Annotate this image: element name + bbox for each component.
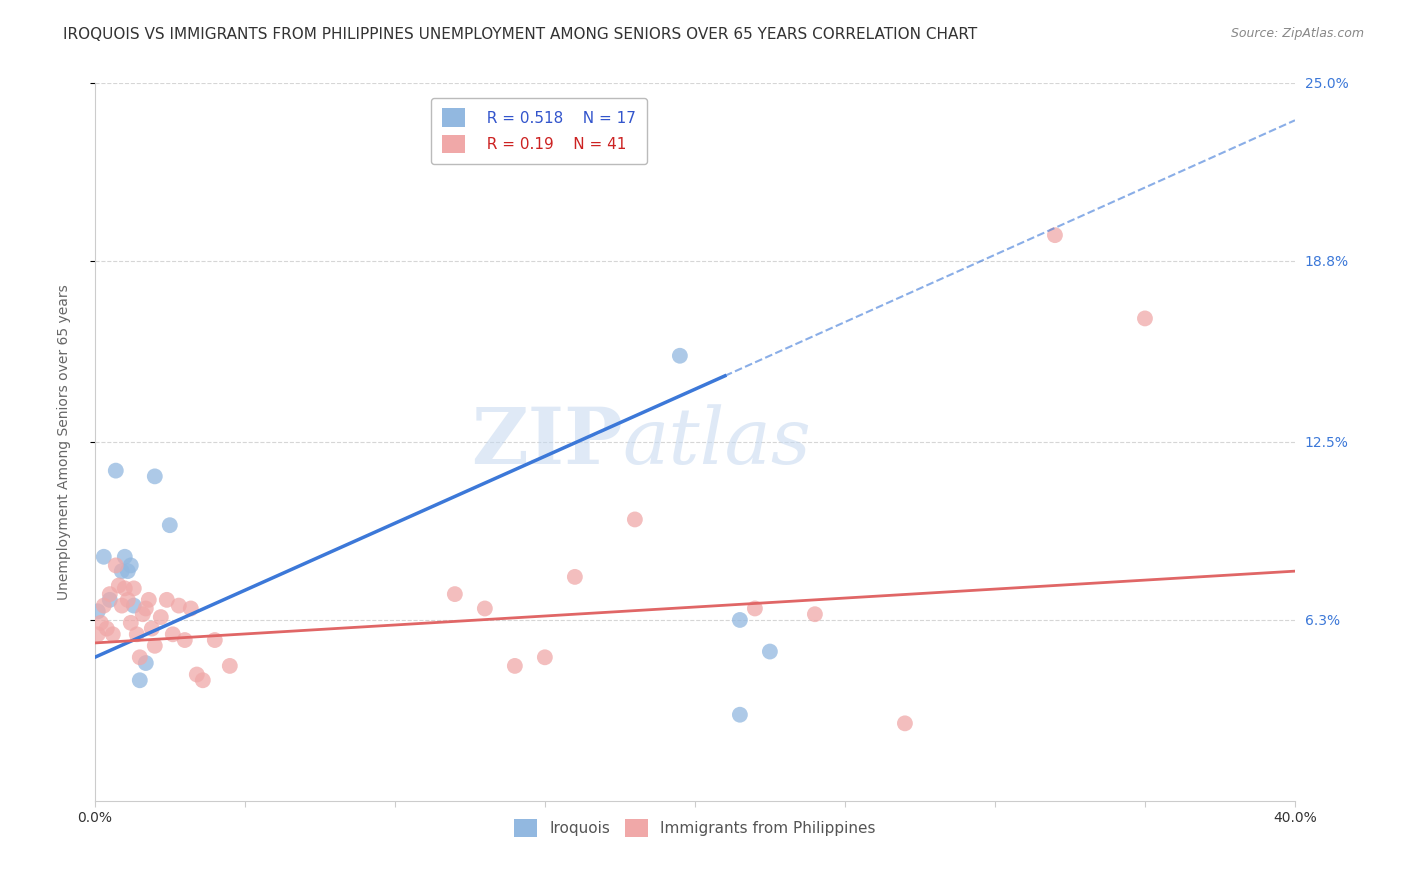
Point [122,599,145,613]
Point [728,707,751,722]
Point [98,592,121,607]
Text: ZIP: ZIP [471,404,623,480]
Point [114,549,136,564]
Point [98,587,121,601]
Text: IROQUOIS VS IMMIGRANTS FROM PHILIPPINES UNEMPLOYMENT AMONG SENIORS OVER 65 YEARS: IROQUOIS VS IMMIGRANTS FROM PHILIPPINES … [63,27,977,42]
Point [93,599,115,613]
Point [122,582,145,596]
Point [117,592,139,607]
Point [107,578,129,592]
Point [104,558,127,573]
Point [135,656,157,670]
Point [534,650,557,665]
Point [624,512,647,526]
Point [125,627,148,641]
Legend: Iroquois, Immigrants from Philippines: Iroquois, Immigrants from Philippines [508,813,882,844]
Point [191,673,214,688]
Point [128,673,150,688]
Point [120,615,142,630]
Point [1043,228,1066,243]
Point [111,564,134,578]
Point [90,615,112,630]
Point [804,607,827,622]
Point [135,601,157,615]
Point [120,558,142,573]
Point [96,622,118,636]
Text: Source: ZipAtlas.com: Source: ZipAtlas.com [1230,27,1364,40]
Point [93,549,115,564]
Point [728,613,751,627]
Point [87,604,110,618]
Text: atlas: atlas [623,404,811,480]
Point [204,633,226,648]
Point [141,622,163,636]
Point [117,564,139,578]
Point [128,650,150,665]
Point [167,599,190,613]
Point [159,518,181,533]
Point [149,610,172,624]
Point [759,644,782,658]
Point [564,570,586,584]
Point [894,716,917,731]
Point [444,587,467,601]
Point [87,627,110,641]
Point [474,601,496,615]
Point [1133,311,1156,326]
Point [111,599,134,613]
Point [173,633,195,648]
Point [669,349,692,363]
Point [104,464,127,478]
Point [162,627,184,641]
Point [143,639,166,653]
Point [101,627,124,641]
Point [503,659,526,673]
Point [138,592,160,607]
Y-axis label: Unemployment Among Seniors over 65 years: Unemployment Among Seniors over 65 years [58,284,72,599]
Point [180,601,202,615]
Point [143,469,166,483]
Point [186,667,208,681]
Point [114,582,136,596]
Point [156,592,179,607]
Point [132,607,155,622]
Point [218,659,240,673]
Point [744,601,766,615]
